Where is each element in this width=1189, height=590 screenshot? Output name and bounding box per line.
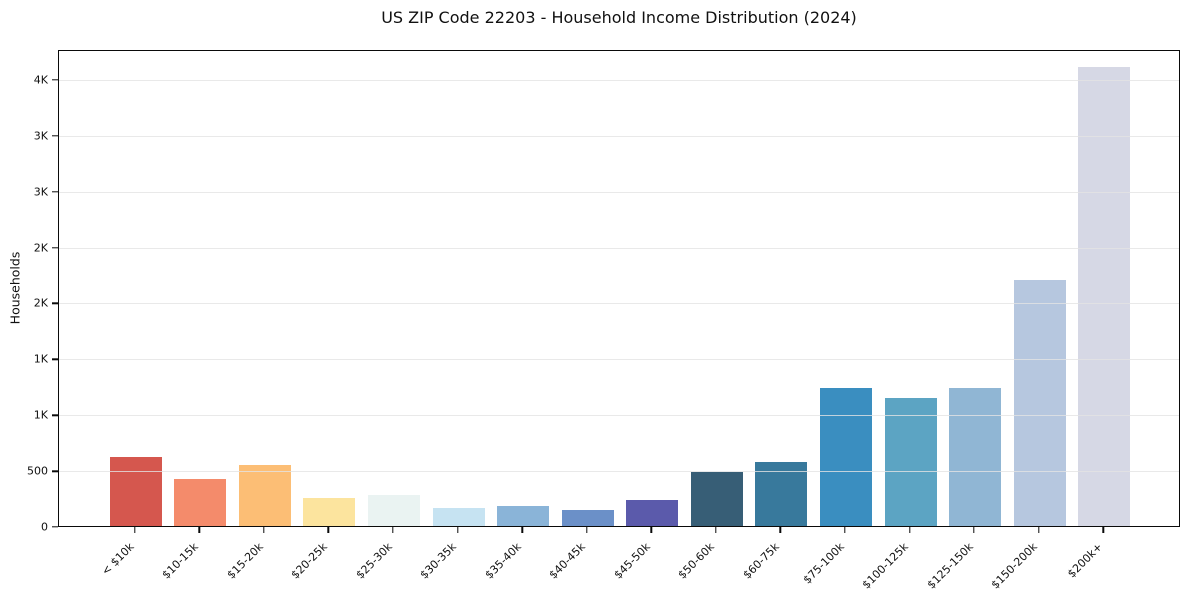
- x-tick-mark: [1102, 527, 1104, 533]
- y-axis-label: Households: [7, 251, 23, 325]
- x-tick-label-text: $10-15k: [159, 540, 201, 582]
- bar: [497, 505, 550, 526]
- x-tick-label-text: $30-35k: [417, 540, 460, 582]
- y-tick-mark: [52, 246, 58, 249]
- x-tick-mark: [650, 527, 652, 533]
- gridline: [59, 135, 1179, 137]
- x-tick-mark: [715, 527, 717, 533]
- bar: [755, 462, 808, 526]
- x-tick-label-text: $35-40k: [482, 540, 524, 582]
- x-tick-label-text: $45-50k: [611, 540, 653, 582]
- x-tick-mark: [263, 527, 265, 533]
- bar: [819, 387, 872, 526]
- y-tick-mark: [52, 79, 58, 81]
- x-tick-label-text: $125-150k: [924, 540, 976, 590]
- gridline: [59, 191, 1179, 193]
- y-tick-mark: [52, 526, 58, 528]
- bar: [109, 457, 162, 526]
- x-tick-mark: [134, 527, 136, 533]
- y-tick-mark: [52, 470, 58, 472]
- x-tick-mark: [327, 527, 330, 533]
- y-tick-label: 1K: [33, 408, 48, 422]
- x-tick-label-text: $25-30k: [353, 540, 395, 582]
- x-tick-label-text: $100-125k: [859, 540, 911, 590]
- x-tick-mark: [198, 527, 201, 533]
- bar: [238, 464, 291, 526]
- plot-area: [58, 50, 1180, 527]
- x-tick-mark: [521, 527, 523, 533]
- y-tick-label: 3K: [33, 129, 48, 143]
- x-tick-label-text: < $10k: [98, 540, 137, 578]
- x-tick-label-text: $20-25k: [288, 540, 330, 582]
- y-tick-mark: [52, 414, 58, 416]
- y-tick-mark: [52, 358, 58, 361]
- x-tick-mark: [392, 527, 394, 533]
- x-tick-mark: [844, 527, 846, 533]
- bar: [884, 398, 937, 526]
- x-tick-label-text: $75-100k: [800, 540, 847, 587]
- x-tick-mark: [456, 527, 459, 533]
- gridline: [59, 359, 1179, 361]
- y-tick-mark: [52, 135, 58, 137]
- bar: [1013, 280, 1066, 526]
- y-tick-mark: [52, 191, 58, 193]
- y-tick-label: 2K: [33, 241, 48, 255]
- bar: [690, 471, 743, 526]
- gridline: [59, 415, 1179, 417]
- bar: [368, 495, 421, 526]
- y-tick-mark: [52, 302, 58, 305]
- y-tick-label: 0: [41, 520, 48, 534]
- bar: [174, 479, 227, 526]
- bar: [561, 509, 614, 526]
- gridline: [59, 79, 1179, 81]
- gridline: [59, 471, 1179, 473]
- x-tick-mark: [586, 527, 588, 533]
- x-tick-label-text: $15-20k: [224, 540, 266, 582]
- bar: [1078, 66, 1131, 526]
- bar: [303, 498, 356, 526]
- bar: [949, 387, 1002, 526]
- chart-title: US ZIP Code 22203 - Household Income Dis…: [381, 8, 857, 27]
- y-tick-label: 1K: [33, 352, 48, 366]
- x-tick-label-text: $150-200k: [988, 540, 1041, 590]
- gridline: [59, 247, 1179, 249]
- gridline: [59, 303, 1179, 305]
- x-tick-mark: [908, 527, 911, 533]
- bar: [626, 500, 679, 526]
- y-tick-label: 500: [27, 464, 48, 478]
- x-tick-mark: [1037, 527, 1040, 533]
- x-tick-label-text: $40-45k: [546, 540, 589, 582]
- x-tick-mark: [973, 527, 975, 533]
- x-tick-label-text: $200k+: [1064, 540, 1105, 581]
- x-tick-label-text: $60-75k: [740, 540, 782, 582]
- y-tick-label: 3K: [33, 185, 48, 199]
- x-tick-mark: [779, 527, 782, 533]
- y-tick-label: 2K: [33, 296, 48, 310]
- x-tick-label-text: $50-60k: [676, 540, 718, 582]
- bar: [432, 508, 485, 526]
- y-tick-label: 4K: [33, 73, 48, 87]
